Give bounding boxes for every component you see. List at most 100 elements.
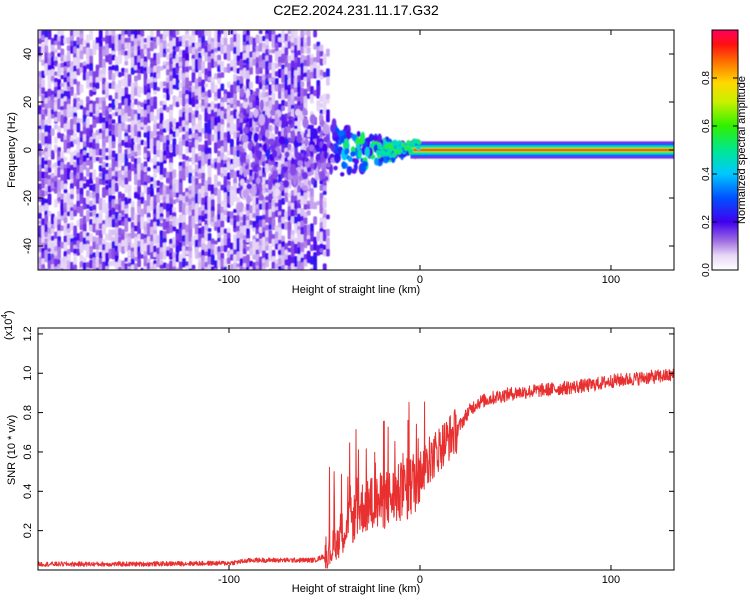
heatmap-cell: [194, 246, 199, 259]
heatmap-cell: [246, 246, 250, 251]
heatmap-cell: [124, 78, 129, 88]
heatmap-cell: [92, 149, 97, 155]
heatmap-cell: [249, 102, 253, 108]
heatmap-cell: [73, 124, 77, 132]
heatmap-cell: [153, 82, 157, 92]
heatmap-cell: [246, 183, 253, 190]
heatmap-cell: [262, 154, 266, 164]
heatmap-cell: [60, 241, 65, 249]
heatmap-cell: [159, 128, 164, 137]
heatmap-cell: [159, 33, 164, 41]
heatmap-cell: [140, 58, 145, 68]
heatmap-cell: [146, 66, 151, 75]
heatmap-cell: [162, 120, 167, 128]
heatmap-cell: [207, 62, 212, 72]
heatmap-cell: [201, 261, 205, 266]
heatmap-cell: [73, 175, 77, 187]
heatmap-cell: [251, 185, 257, 197]
heatmap-cell: [223, 52, 228, 60]
heatmap-cell: [153, 101, 157, 109]
heatmap-cell: [169, 203, 173, 216]
heatmap-cell: [70, 61, 74, 66]
heatmap-cell: [105, 148, 109, 153]
heatmap-cell: [306, 210, 311, 216]
heatmap-cell: [111, 195, 116, 201]
heatmap-cell: [124, 30, 129, 35]
heatmap-cell: [166, 88, 170, 101]
heatmap-cell: [86, 159, 90, 166]
heatmap-cell: [169, 224, 173, 234]
heatmap-cell: [89, 206, 93, 212]
heatmap-cell: [322, 201, 327, 209]
heatmap-cell: [38, 263, 42, 270]
heatmap-cell: [319, 103, 324, 108]
heatmap-cell: [86, 135, 90, 148]
heatmap-cell: [281, 264, 285, 270]
heatmap-cell: [47, 33, 52, 40]
heatmap-cell: [220, 37, 225, 45]
heatmap-cell: [290, 190, 295, 196]
heatmap-cell: [118, 209, 122, 214]
heatmap-cell: [137, 105, 141, 113]
heatmap-cell: [204, 96, 209, 104]
heatmap-cell: [153, 53, 157, 63]
heatmap-cell: [118, 160, 122, 168]
heatmap-cell: [182, 257, 186, 268]
heatmap-cell: [57, 52, 61, 58]
heatmap-cell: [323, 150, 328, 160]
heatmap-cell: [290, 245, 295, 259]
heatmap-cell: [239, 51, 244, 60]
heatmap-cell: [306, 36, 311, 47]
heatmap-cell: [38, 132, 42, 141]
heatmap-cell: [175, 101, 180, 108]
heatmap-cell: [162, 237, 167, 243]
heatmap-cell: [64, 269, 67, 270]
heatmap-cell: [239, 129, 244, 135]
heatmap-cell: [79, 194, 84, 204]
heatmap-cell: [214, 240, 218, 245]
heatmap-cell: [124, 117, 129, 122]
heatmap-cell: [178, 137, 183, 143]
heatmap-cell: [159, 112, 164, 125]
heatmap-cell: [127, 236, 132, 243]
heatmap-cell: [130, 102, 135, 109]
heatmap-cell: [230, 163, 234, 171]
colorbar-tick-label: 0.2: [701, 215, 712, 229]
heatmap-cell: [41, 205, 45, 212]
heatmap-cell: [66, 60, 71, 69]
heatmap-cell: [102, 37, 106, 42]
heatmap-cell: [217, 237, 221, 243]
heatmap-cell: [194, 171, 199, 177]
heatmap-cell: [95, 267, 100, 270]
heatmap-cell: [124, 154, 129, 168]
heatmap-cell: [217, 162, 221, 176]
heatmap-cell: [278, 91, 282, 99]
heatmap-cell: [233, 109, 237, 119]
heatmap-cell: [306, 204, 311, 210]
heatmap-cell: [102, 180, 106, 186]
heatmap-cell: [102, 223, 106, 235]
heatmap-cell: [89, 89, 93, 97]
heatmap-cell: [137, 234, 141, 240]
heatmap-cell: [105, 179, 109, 185]
heatmap-cell: [134, 98, 138, 105]
heatmap-cell: [283, 127, 288, 138]
heatmap-cell: [266, 150, 271, 161]
heatmap-cell: [242, 234, 247, 240]
heatmap-cell: [233, 208, 237, 214]
heatmap-cell: [287, 30, 292, 35]
snr-ytick-label: 1.0: [22, 366, 34, 381]
heatmap-cell: [249, 241, 253, 249]
heatmap-cell: [146, 262, 151, 270]
heatmap-cell: [185, 224, 189, 233]
heatmap-cell: [301, 185, 309, 191]
heatmap-cell: [118, 178, 122, 186]
heatmap-cell: [156, 123, 161, 129]
heatmap-cell: [255, 126, 260, 133]
heatmap-cell: [255, 215, 260, 225]
heatmap-cell: [191, 47, 196, 57]
heatmap-cell: [95, 229, 100, 236]
heatmap-cell: [258, 194, 265, 201]
heatmap-cell: [198, 207, 202, 219]
heatmap-cell: [255, 249, 260, 256]
